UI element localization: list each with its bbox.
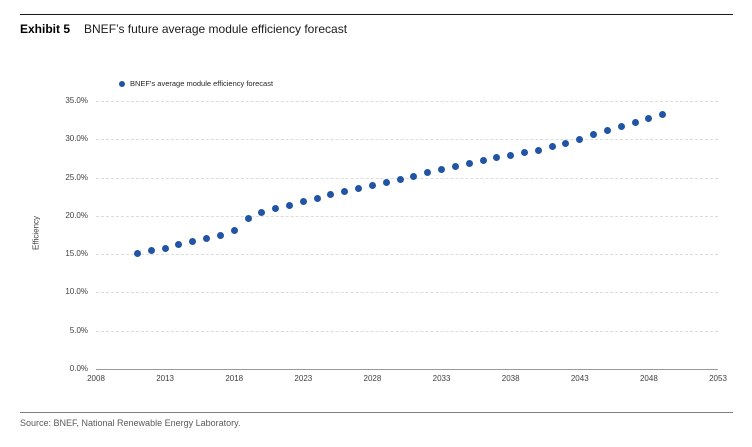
data-point bbox=[244, 214, 252, 222]
x-tick-label: 2033 bbox=[432, 374, 451, 383]
data-point bbox=[493, 154, 501, 162]
data-point bbox=[576, 135, 584, 143]
data-point bbox=[175, 241, 183, 249]
y-tick-label: 25.0% bbox=[65, 172, 88, 182]
bottom-divider bbox=[20, 412, 733, 413]
data-point bbox=[230, 226, 238, 234]
data-point bbox=[382, 178, 390, 186]
y-gridline bbox=[96, 215, 718, 217]
legend-dot-icon bbox=[119, 80, 125, 87]
y-tick-label: 35.0% bbox=[65, 96, 88, 105]
data-point bbox=[147, 246, 155, 254]
y-gridline bbox=[96, 254, 718, 256]
data-point bbox=[479, 157, 487, 165]
data-point bbox=[396, 175, 404, 183]
data-point bbox=[368, 181, 376, 189]
data-point bbox=[590, 131, 598, 139]
legend-label: BNEF's average module efficiency forecas… bbox=[130, 79, 274, 88]
y-tick-label: 15.0% bbox=[65, 249, 88, 259]
data-point bbox=[465, 160, 473, 168]
y-tick-label: 0.0% bbox=[69, 364, 88, 373]
data-point bbox=[355, 184, 363, 192]
y-gridline bbox=[96, 292, 718, 294]
data-point bbox=[161, 244, 169, 252]
y-gridline bbox=[96, 177, 718, 179]
x-tick-label: 2028 bbox=[363, 374, 382, 383]
data-point bbox=[631, 118, 639, 126]
plot-area: 0.0% 5.0% 10.0% 15.0% 20.0% 25.0% 30.0% 35.0% 20… bbox=[65, 96, 727, 383]
data-point bbox=[548, 143, 556, 151]
data-point bbox=[645, 115, 653, 123]
data-point bbox=[286, 201, 293, 209]
y-tick-label: 5.0% bbox=[69, 325, 88, 335]
data-point bbox=[659, 110, 667, 118]
data-point bbox=[451, 163, 459, 171]
chart-legend: BNEF's average module efficiency forecas… bbox=[119, 79, 273, 88]
x-tick-label: 2018 bbox=[225, 374, 244, 383]
top-divider bbox=[20, 14, 733, 15]
data-point bbox=[258, 209, 266, 217]
x-tick-label: 2043 bbox=[570, 374, 589, 383]
data-point bbox=[313, 194, 321, 202]
y-gridline bbox=[96, 101, 718, 102]
data-point bbox=[617, 122, 625, 130]
data-point bbox=[189, 238, 197, 246]
exhibit-label: Exhibit 5 bbox=[20, 22, 71, 36]
x-tick-label: 2023 bbox=[294, 374, 313, 383]
exhibit-header: Exhibit 5 BNEF’s future average module e… bbox=[20, 22, 347, 36]
data-point bbox=[272, 205, 280, 213]
y-tick-label: 10.0% bbox=[65, 287, 88, 297]
data-point bbox=[520, 148, 528, 156]
data-point bbox=[133, 249, 141, 257]
x-tick-label: 2013 bbox=[156, 374, 174, 383]
x-tick-label: 2038 bbox=[501, 374, 520, 383]
x-tick-label: 2048 bbox=[639, 374, 658, 383]
y-tick-label: 30.0% bbox=[65, 134, 88, 144]
data-point bbox=[216, 231, 224, 239]
source-note: Source: BNEF, National Renewable Energy … bbox=[20, 418, 241, 428]
data-point bbox=[410, 172, 418, 180]
y-gridline bbox=[96, 330, 718, 332]
data-point bbox=[507, 151, 515, 159]
y-axis-title: Efficiency bbox=[31, 215, 41, 251]
y-tick-label: 20.0% bbox=[65, 210, 88, 220]
y-gridline bbox=[96, 139, 718, 141]
x-axis-line bbox=[96, 369, 718, 370]
exhibit-title: BNEF’s future average module efficiency … bbox=[84, 22, 348, 36]
x-tick-label: 2008 bbox=[87, 374, 105, 383]
data-point bbox=[562, 140, 570, 148]
data-point bbox=[299, 197, 307, 205]
data-point bbox=[534, 146, 542, 154]
data-point bbox=[438, 166, 446, 174]
x-tick-label: 2053 bbox=[709, 374, 727, 383]
data-point bbox=[203, 234, 211, 242]
data-point bbox=[603, 127, 611, 135]
data-point bbox=[327, 190, 335, 198]
data-point bbox=[424, 169, 432, 177]
data-point bbox=[341, 187, 349, 195]
